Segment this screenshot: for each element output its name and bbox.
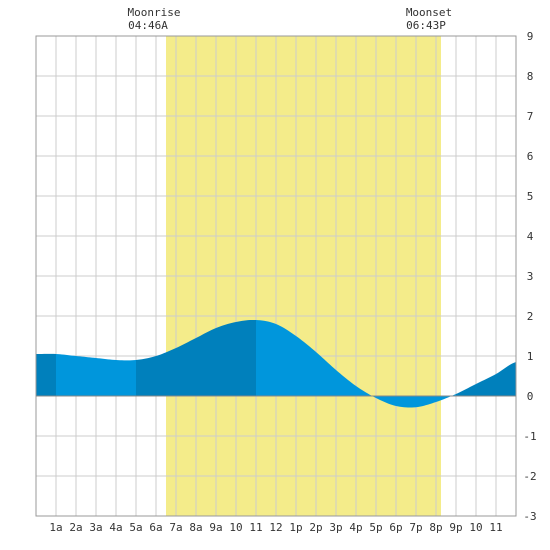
moonrise-time: 04:46A — [128, 19, 168, 32]
moonrise-label: Moonrise — [128, 6, 181, 19]
y-tick-label: 8 — [527, 70, 534, 83]
y-tick-label: 4 — [527, 230, 534, 243]
y-tick-label: 1 — [527, 350, 534, 363]
y-tick-label: 9 — [527, 30, 534, 43]
y-tick-labels: -3 -2 -1 0 1 2 3 4 5 6 7 8 9 — [523, 30, 536, 523]
tide-area-segment — [36, 353, 56, 396]
x-tick-label: 1p — [289, 521, 302, 534]
y-tick-label: -2 — [523, 470, 536, 483]
x-tick-label: 8a — [189, 521, 202, 534]
moonset-time: 06:43P — [406, 19, 446, 32]
grid-layer — [36, 36, 516, 516]
x-tick-label: 10 — [229, 521, 242, 534]
x-tick-label: 3a — [89, 521, 102, 534]
y-tick-label: 0 — [527, 390, 534, 403]
moonset-label: Moonset — [406, 6, 452, 19]
x-tick-label: 9a — [209, 521, 222, 534]
x-tick-label: 11 — [249, 521, 262, 534]
y-tick-label: 2 — [527, 310, 534, 323]
y-tick-label: 5 — [527, 190, 534, 203]
x-tick-label: 5a — [129, 521, 142, 534]
x-tick-label: 12 — [269, 521, 282, 534]
plot-frame — [35, 35, 517, 517]
y-tick-label: -1 — [523, 430, 536, 443]
y-tick-label: -3 — [523, 510, 536, 523]
tide-area-segment — [456, 362, 516, 396]
tide-area-segment — [256, 320, 456, 408]
x-tick-label: 11 — [489, 521, 502, 534]
x-tick-label: 2p — [309, 521, 322, 534]
x-tick-label: 1a — [49, 521, 62, 534]
x-tick-labels: 1a 2a 3a 4a 5a 6a 7a 8a 9a 10 11 12 1p 2p 3p 4p 5p 6p 7p 8p… — [49, 521, 502, 534]
y-tick-label: 7 — [527, 110, 534, 123]
x-tick-label: 10 — [469, 521, 482, 534]
x-tick-label: 7a — [169, 521, 182, 534]
x-tick-label: 5p — [369, 521, 382, 534]
x-tick-label: 4p — [349, 521, 362, 534]
tide-area-layer — [36, 319, 516, 408]
x-tick-label: 7p — [409, 521, 422, 534]
tide-area-segment — [136, 319, 256, 396]
x-tick-label: 8p — [429, 521, 442, 534]
y-tick-label: 6 — [527, 150, 534, 163]
frame-layer — [35, 35, 517, 517]
x-tick-label: 4a — [109, 521, 122, 534]
x-tick-label: 9p — [449, 521, 462, 534]
y-tick-label: 3 — [527, 270, 534, 283]
tide-area-segment — [56, 354, 136, 396]
x-tick-label: 2a — [69, 521, 82, 534]
x-tick-label: 6a — [149, 521, 162, 534]
x-tick-label: 6p — [389, 521, 402, 534]
x-tick-label: 3p — [329, 521, 342, 534]
